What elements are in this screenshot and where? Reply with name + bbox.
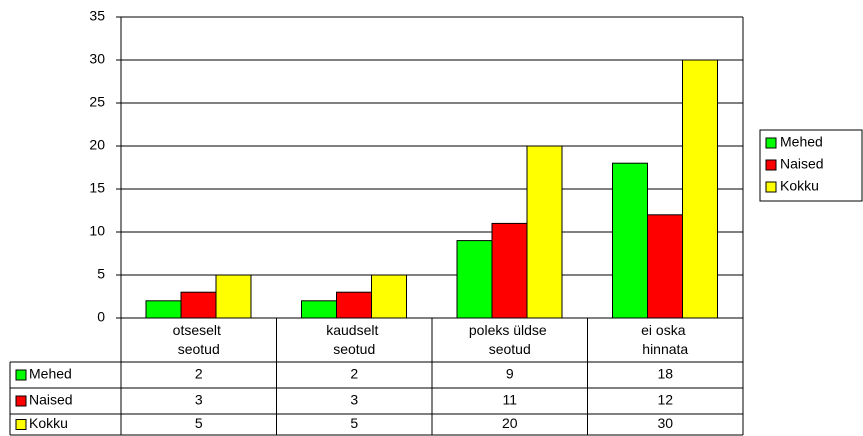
y-tick-label: 15 (89, 180, 105, 196)
legend-label: Mehed (780, 134, 823, 150)
y-tick-label: 0 (97, 309, 105, 325)
x-tick-label: kaudselt seotud (326, 322, 382, 357)
y-tick-label: 20 (89, 137, 105, 153)
bar (145, 300, 182, 319)
table-cell: 20 (502, 415, 518, 431)
label-line: otseselt (173, 322, 225, 338)
legend-swatch (15, 395, 27, 407)
bar (371, 274, 407, 319)
legend-swatch (765, 137, 777, 149)
table-cell: 2 (195, 366, 203, 382)
y-tick-label: 30 (89, 51, 105, 67)
bar (526, 145, 563, 319)
table-cell: 5 (195, 415, 203, 431)
table-row-label: Kokku (29, 415, 68, 431)
label-line: hinnata (642, 341, 688, 357)
table-cell: 12 (657, 392, 673, 408)
table-cell: 3 (195, 392, 203, 408)
table-cell: 11 (502, 392, 517, 408)
table-cell: 9 (506, 366, 514, 382)
x-tick-label: poleks üldse seotud (469, 322, 551, 357)
table-cell: 2 (350, 366, 358, 382)
table-cell: 18 (657, 366, 673, 382)
bar (301, 300, 337, 319)
table-cell: 5 (350, 415, 358, 431)
y-tick-label: 35 (89, 8, 105, 24)
bar (456, 240, 493, 319)
bar (180, 291, 217, 319)
bar (682, 59, 718, 319)
label-line: seotud (333, 341, 375, 357)
label-line: ei oska (641, 322, 689, 338)
y-tick-label: 5 (97, 266, 105, 282)
label-line: seotud (489, 341, 531, 357)
legend-box (759, 129, 863, 202)
legend-swatch (765, 159, 777, 171)
label-line: seotud (178, 341, 220, 357)
bar (336, 291, 372, 319)
x-tick-label: ei oska hinnata (641, 322, 689, 357)
bar (612, 162, 648, 319)
y-tick-label: 10 (89, 223, 105, 239)
bar (647, 214, 683, 319)
y-tick-label: 25 (89, 94, 105, 110)
label-line: poleks üldse (469, 322, 551, 338)
legend-swatch (15, 419, 27, 430)
table-cell: 30 (657, 415, 673, 431)
legend-swatch (15, 369, 27, 381)
bar (491, 222, 528, 319)
x-tick-label: otseselt seotud (173, 322, 225, 357)
bar (215, 274, 252, 319)
legend-label: Kokku (780, 178, 819, 194)
table-cell: 3 (350, 392, 358, 408)
table-row-label: Mehed (29, 366, 72, 382)
table-row-label: Naised (29, 392, 73, 408)
legend-swatch (765, 181, 777, 193)
label-line: kaudselt (326, 322, 382, 338)
legend-label: Naised (780, 156, 824, 172)
